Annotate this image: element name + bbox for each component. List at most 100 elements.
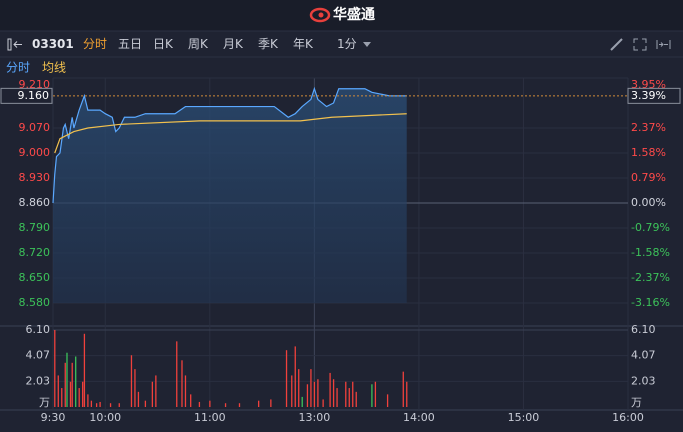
last-price-box xyxy=(0,87,53,104)
volume-bar xyxy=(144,400,147,407)
x-tick-label: 13:00 xyxy=(299,411,331,424)
period-tab[interactable]: 月K xyxy=(223,37,244,51)
volume-bar xyxy=(151,381,154,407)
fullscreen[interactable] xyxy=(633,38,647,51)
volume-bar xyxy=(90,400,93,407)
volume-bar xyxy=(345,381,347,407)
volume-bar xyxy=(301,396,303,407)
y-tick-label: 9.000 xyxy=(19,146,51,159)
volume-bar xyxy=(57,375,59,407)
y2-tick-label: 4.07 xyxy=(631,349,656,362)
volume-bar xyxy=(294,346,296,407)
y-tick-label: 8.650 xyxy=(19,271,51,284)
last-change-label: 3.39% xyxy=(631,89,666,102)
volume-bar xyxy=(313,381,316,407)
y2-tick-label: 3.95% xyxy=(631,78,666,91)
volume-bar xyxy=(336,388,338,407)
y2-tick-label: -0.79% xyxy=(631,221,670,234)
y2-tick-label: 0.00% xyxy=(631,196,666,209)
y-tick-label: 9.070 xyxy=(19,121,51,134)
last-change-box xyxy=(627,87,681,104)
volume-bar xyxy=(69,381,72,407)
volume-bar xyxy=(181,360,183,407)
last-price-label: 9.160 xyxy=(18,89,50,102)
stock-code: 03301 xyxy=(32,37,74,51)
dropdown-arrow[interactable] xyxy=(363,42,371,47)
volume-bar xyxy=(285,350,288,407)
brand-name: 华盛通 xyxy=(333,6,375,23)
volume-bar xyxy=(291,375,293,407)
period-tab[interactable]: 五日 xyxy=(118,37,142,51)
series-line xyxy=(54,113,407,154)
brand-logo xyxy=(309,7,331,23)
y-tick-label: 8.790 xyxy=(19,221,51,234)
header-bar xyxy=(0,0,683,31)
period-tab[interactable]: 分时 xyxy=(83,37,107,51)
volume-bar xyxy=(190,394,192,407)
volume-bar xyxy=(78,388,80,407)
collapse-button[interactable] xyxy=(7,38,22,51)
series-line xyxy=(52,86,407,204)
volume-bar xyxy=(118,403,120,407)
volume-bar xyxy=(348,388,350,407)
volume-bar xyxy=(109,403,112,407)
volume-bar xyxy=(198,401,201,407)
x-tick-label: 14:00 xyxy=(403,411,435,424)
volume-bar xyxy=(66,352,68,407)
y2-tick-label: -3.16% xyxy=(631,296,670,309)
volume-bar xyxy=(209,400,211,407)
y2-tick-label: 1.58% xyxy=(631,146,666,159)
y-tick-label: 8.860 xyxy=(19,196,51,209)
volume-bar xyxy=(61,388,63,407)
volume-bar xyxy=(64,362,66,407)
volume-bar xyxy=(386,394,389,407)
y-tick-label: 8.720 xyxy=(19,246,51,259)
y-tick-label: 2.03 xyxy=(26,374,51,387)
period-tab[interactable]: 年K xyxy=(293,37,314,51)
x-tick-label: 16:00 xyxy=(612,411,644,424)
volume-bar xyxy=(99,401,101,407)
volume-bar xyxy=(406,381,408,407)
y2-tick-label: -1.58% xyxy=(631,246,670,259)
y2-tick-label: -2.37% xyxy=(631,271,670,284)
period-tab[interactable]: 周K xyxy=(188,37,209,51)
volume-bar xyxy=(374,381,377,407)
x-tick-label: 10:00 xyxy=(89,411,121,424)
volume-bar xyxy=(224,403,227,407)
volume-bar xyxy=(402,371,404,407)
volume-bar xyxy=(306,384,309,407)
draw-tool[interactable] xyxy=(610,38,623,51)
volume-bar xyxy=(75,356,77,407)
price-area xyxy=(53,88,407,303)
volume-bar xyxy=(82,381,84,407)
y2-tick-label: 2.03 xyxy=(631,374,656,387)
settings[interactable] xyxy=(656,40,671,49)
x-tick-label: 15:00 xyxy=(508,411,540,424)
volume-bar xyxy=(54,330,56,407)
legend-entry: 均线 xyxy=(42,61,66,75)
volume-bar xyxy=(130,355,133,407)
interval-select[interactable]: 1分 xyxy=(337,37,357,51)
y-tick-label: 6.10 xyxy=(26,323,51,336)
y-tick-label: 8.930 xyxy=(19,171,51,184)
period-tab[interactable]: 日K xyxy=(153,37,174,51)
volume-bar xyxy=(134,369,136,407)
volume-unit: 万 xyxy=(39,396,50,409)
x-tick-label: 11:00 xyxy=(194,411,226,424)
y-tick-label: 9.210 xyxy=(19,78,51,91)
volume-bar xyxy=(270,399,272,407)
volume-bar xyxy=(329,372,331,407)
volume-bar xyxy=(176,341,178,407)
volume-bar xyxy=(155,375,157,407)
volume-bar xyxy=(184,375,187,407)
period-tab[interactable]: 季K xyxy=(258,37,279,51)
volume-bar xyxy=(87,394,89,407)
volume-bar xyxy=(332,379,335,407)
volume-bar xyxy=(258,400,260,407)
volume-bar xyxy=(371,384,373,407)
volume-bar xyxy=(352,381,354,407)
volume-bar xyxy=(322,399,324,407)
y2-tick-label: 2.37% xyxy=(631,121,666,134)
volume-bar xyxy=(310,369,312,407)
